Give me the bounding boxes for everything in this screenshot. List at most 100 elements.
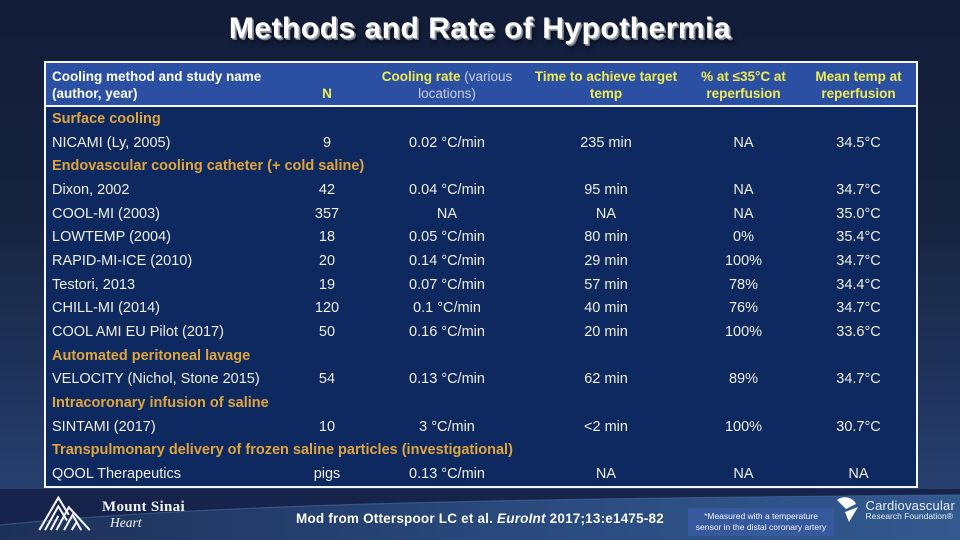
time-to-target-cell: 80 min (584, 229, 628, 246)
cooling-rate-cell: NA (436, 205, 458, 222)
table-section-row: Transpulmonary delivery of frozen saline… (46, 439, 916, 463)
table-row: Dixon, 2002 42 0.04 °C/min 95 min NA 34.7°C (46, 178, 916, 202)
cooling-rate-cell: 0.13 °C/min (409, 466, 485, 483)
pct-at-reperfusion-cell: 0% (733, 229, 754, 246)
section-label: Surface cooling (52, 110, 161, 127)
pct-at-reperfusion-cell: 76% (728, 300, 759, 317)
mean-temp-cell: 35.0°C (836, 205, 881, 222)
pct-at-reperfusion-cell: NA (733, 134, 754, 151)
table-header-row: Cooling method and study name (author, y… (46, 63, 916, 107)
section-label: Endovascular cooling catheter (+ cold sa… (52, 158, 365, 175)
cooling-rate-cell: 0.16 °C/min (409, 324, 485, 341)
section-label: Intracoronary infusion of saline (52, 395, 269, 412)
mean-temp-cell: 34.7°C (836, 371, 881, 388)
table-row: NICAMI (Ly, 2005) 9 0.02 °C/min 235 min NA 34… (46, 131, 916, 155)
citation-prefix: Mod from Otterspoor LC et al. (296, 511, 498, 526)
n-cell: 42 (318, 181, 336, 198)
methods-table: Cooling method and study name (author, y… (44, 61, 918, 488)
time-to-target-cell: 40 min (584, 300, 628, 317)
page-title: Methods and Rate of Hypothermia (228, 12, 732, 45)
n-cell: pigs (313, 466, 341, 483)
crf-logo: Cardiovascular Research Foundation® (831, 495, 955, 525)
column-header-mean-temp: Mean temp at reperfusion (815, 69, 902, 101)
study-name-cell: COOL-MI (2003) (52, 205, 160, 222)
column-header-n: N (322, 85, 332, 101)
mean-temp-cell: 33.6°C (836, 324, 881, 341)
time-to-target-cell: 62 min (584, 371, 628, 388)
mountain-icon (38, 495, 91, 531)
table-section-row: Automated peritoneal lavage (46, 344, 916, 368)
column-header-time-to-target: Time to achieve target temp (534, 69, 678, 101)
n-cell: 50 (318, 324, 336, 341)
mean-temp-cell: 30.7°C (836, 418, 881, 435)
n-cell: 9 (322, 134, 332, 151)
mean-temp-cell: 34.4°C (836, 276, 881, 293)
section-label: Transpulmonary delivery of frozen saline… (52, 442, 513, 459)
mean-temp-cell: 34.7°C (836, 300, 881, 317)
table-row: Testori, 2013 19 0.07 °C/min 57 min 78% 34.4°… (46, 273, 916, 297)
table-row: COOL AMI EU Pilot (2017) 50 0.16 °C/min 20 … (46, 320, 916, 344)
column-header-pct-at-reperfusion: % at ≤35°C at reperfusion (701, 69, 786, 101)
table-row: RAPID-MI-ICE (2010) 20 0.14 °C/min 29 min 10… (46, 249, 916, 273)
table-section-row: Surface cooling (46, 107, 916, 131)
section-label: Automated peritoneal lavage (52, 347, 251, 364)
cooling-rate-cell: 0.02 °C/min (409, 134, 485, 151)
pct-at-reperfusion-cell: NA (733, 205, 754, 222)
cooling-rate-cell: 0.07 °C/min (409, 276, 485, 293)
n-cell: 54 (318, 371, 336, 388)
study-name-cell: NICAMI (Ly, 2005) (52, 134, 171, 151)
cooling-rate-cell: 0.1 °C/min (413, 300, 481, 317)
temperature-footnote: *Measured with a temperature sensor in t… (688, 508, 834, 536)
n-cell: 20 (318, 252, 336, 269)
pct-at-reperfusion-cell: 100% (724, 252, 763, 269)
crf-icon (837, 497, 859, 522)
time-to-target-cell: NA (595, 205, 617, 222)
study-name-cell: CHILL-MI (2014) (52, 300, 160, 317)
cooling-rate-label: Cooling rate (381, 69, 461, 85)
study-name-cell: RAPID-MI-ICE (2010) (52, 252, 193, 269)
table-row: LOWTEMP (2004) 18 0.05 °C/min 80 min 0% 35.4°… (46, 225, 916, 249)
pct-at-reperfusion-cell: 78% (728, 276, 759, 293)
citation: Mod from Otterspoor LC et al. EuroInt 20… (0, 511, 960, 526)
pct-at-reperfusion-cell: 100% (724, 324, 763, 341)
cooling-rate-cell: 0.13 °C/min (409, 371, 485, 388)
cooling-rate-cell: 0.05 °C/min (409, 229, 485, 246)
column-header-method: Cooling method and study name (author, y… (52, 69, 262, 101)
table-row: VELOCITY (Nichol, Stone 2015) 54 0.13 °C/m… (46, 368, 916, 392)
study-name-cell: COOL AMI EU Pilot (2017) (52, 324, 224, 341)
study-name-cell: VELOCITY (Nichol, Stone 2015) (52, 371, 260, 388)
table-row: COOL-MI (2003) 357 NA NA NA 35.0°C (46, 202, 916, 226)
time-to-target-cell: 235 min (580, 134, 632, 151)
n-cell: 18 (318, 229, 336, 246)
column-header-cooling-rate: Cooling rate (various locations) (368, 69, 526, 102)
mean-temp-cell: 34.7°C (836, 181, 881, 198)
table-row: SINTAMI (2017) 10 3 °C/min <2 min 100% 30.7°C (46, 415, 916, 439)
table-row: CHILL-MI (2014) 120 0.1 °C/min 40 min 76% 34.… (46, 297, 916, 321)
crf-wordmark: Cardiovascular Research Foundation® (865, 499, 955, 522)
mean-temp-cell: NA (848, 466, 869, 483)
n-cell: 19 (318, 276, 336, 293)
time-to-target-cell: NA (595, 466, 617, 483)
pct-at-reperfusion-cell: NA (733, 181, 754, 198)
crf-name: Cardiovascular (865, 497, 955, 513)
cooling-rate-note: (various locations) (418, 69, 513, 101)
table-body: Surface cooling NICAMI (Ly, 2005) 9 0.02 °C… (46, 107, 916, 486)
mount-sinai-wordmark: Mount Sinai Heart (102, 499, 185, 530)
study-name-cell: Dixon, 2002 (52, 181, 130, 198)
study-name-cell: Testori, 2013 (52, 276, 136, 293)
time-to-target-cell: 29 min (584, 252, 628, 269)
time-to-target-cell: 95 min (584, 181, 628, 198)
cooling-rate-cell: 0.14 °C/min (409, 252, 485, 269)
pct-at-reperfusion-cell: NA (733, 466, 754, 483)
time-to-target-cell: <2 min (584, 418, 628, 435)
mean-temp-cell: 34.5°C (836, 134, 881, 151)
table-section-row: Intracoronary infusion of saline (46, 391, 916, 415)
time-to-target-cell: 20 min (584, 324, 628, 341)
mount-sinai-heart: Heart (110, 514, 142, 530)
study-name-cell: QOOL Therapeutics (52, 466, 181, 483)
citation-suffix: 2017;13:e1475-82 (545, 511, 664, 526)
mount-sinai-logo: Mount Sinai Heart (36, 492, 185, 532)
cooling-rate-cell: 0.04 °C/min (409, 181, 485, 198)
n-cell: 10 (318, 418, 336, 435)
mean-temp-cell: 34.7°C (836, 252, 881, 269)
